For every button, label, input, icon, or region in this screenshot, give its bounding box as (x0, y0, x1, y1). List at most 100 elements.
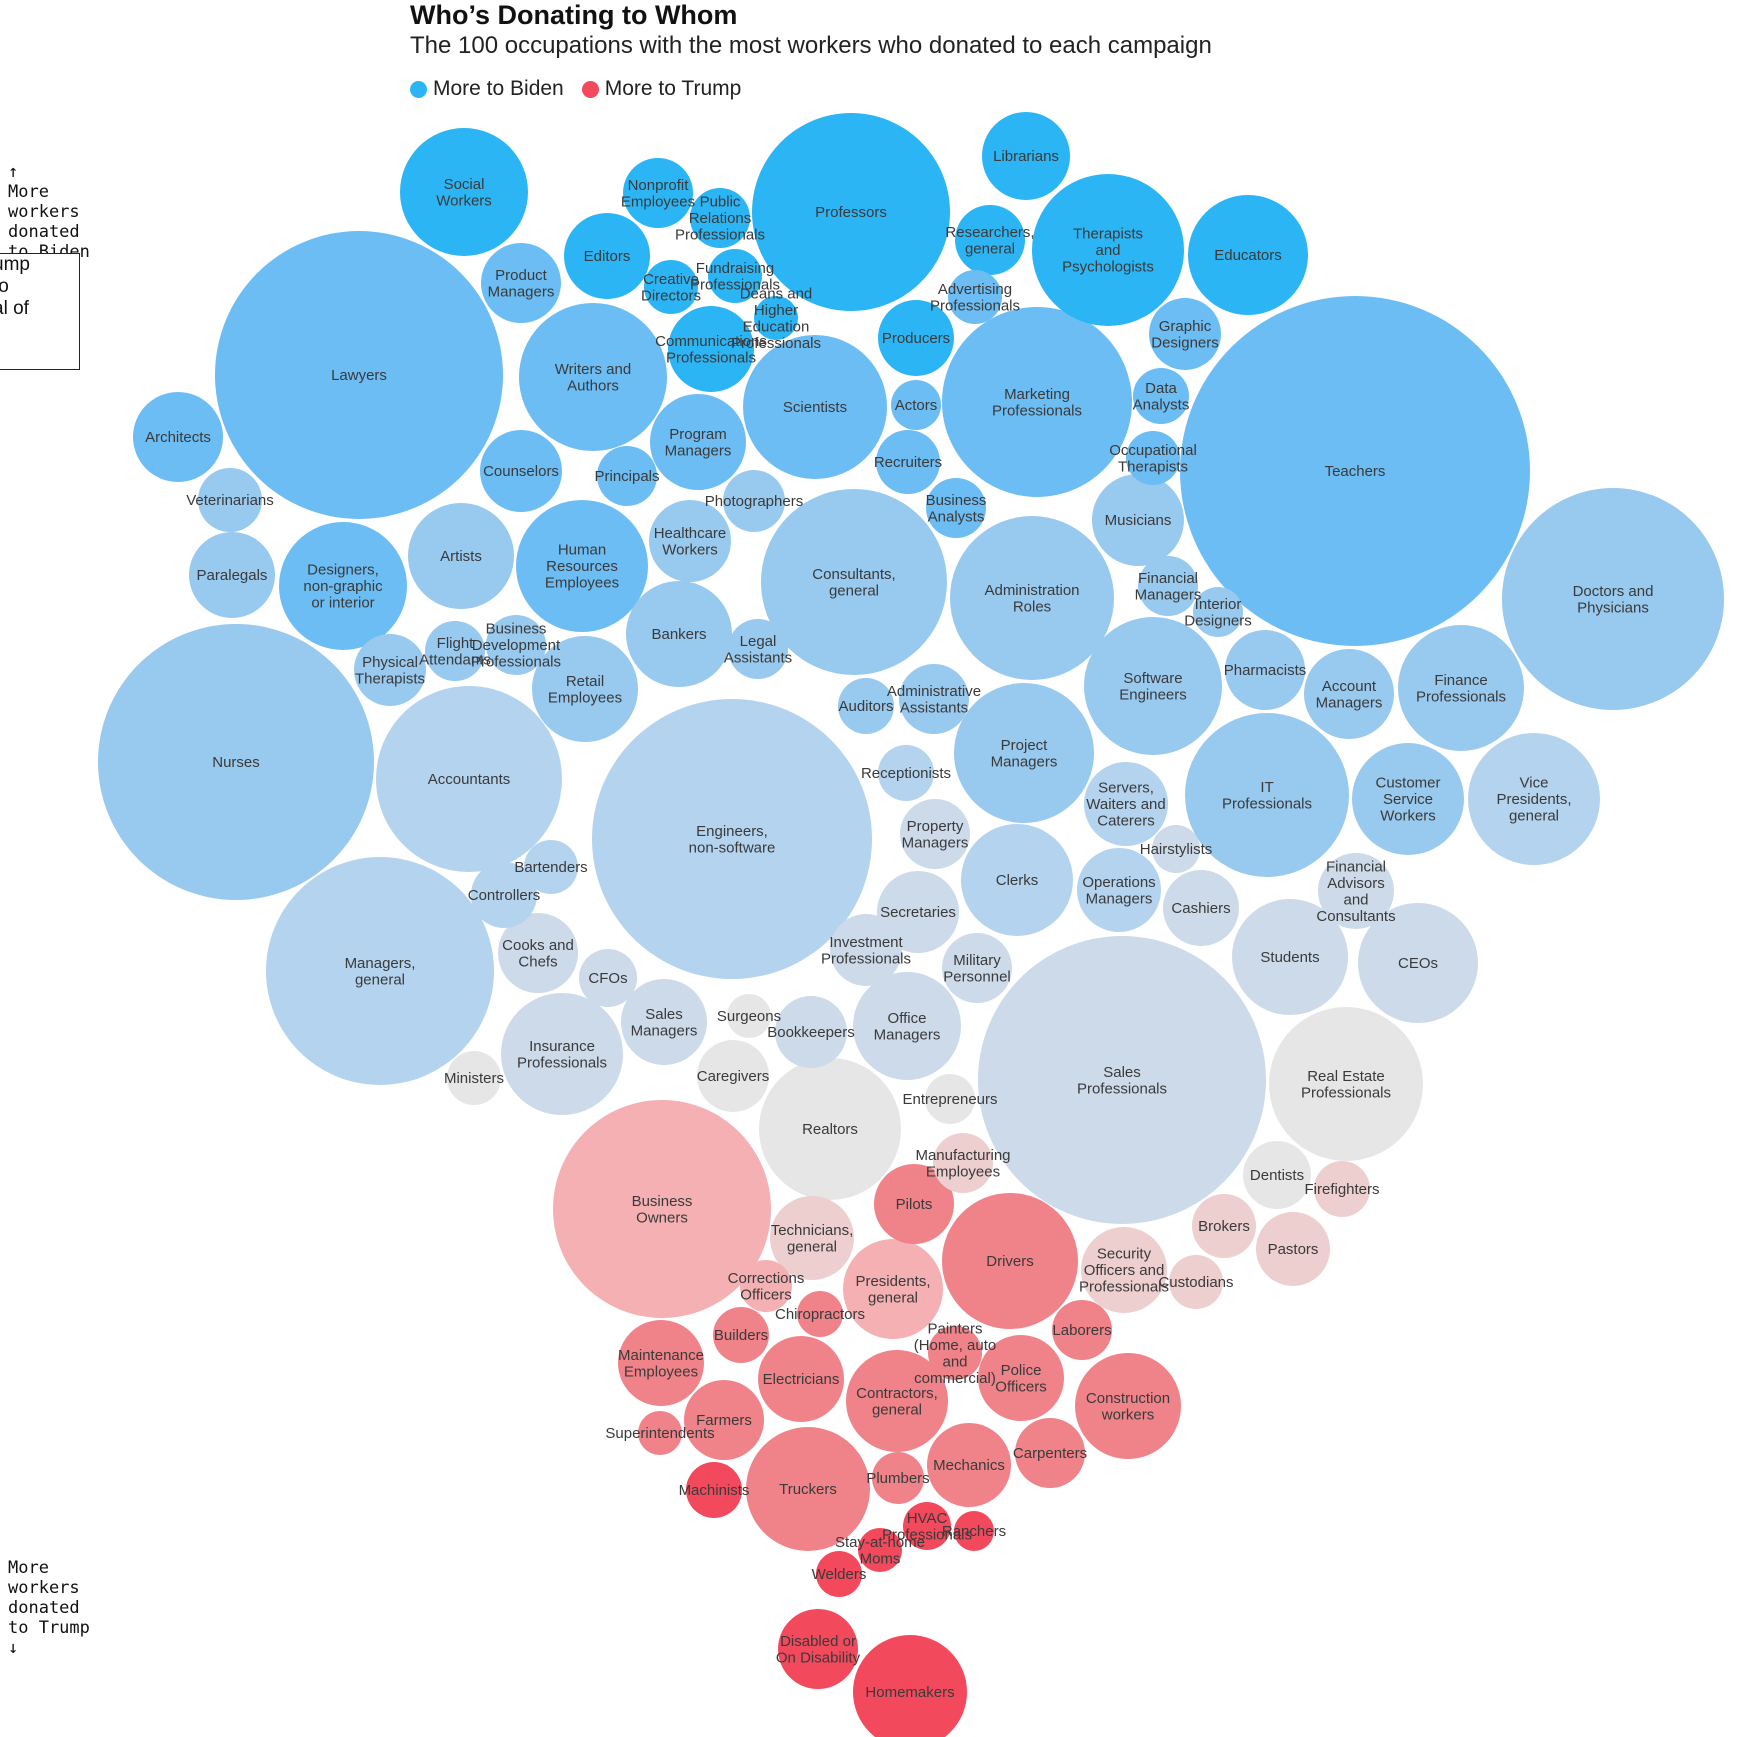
legend-item-biden[interactable]: More to Biden (410, 77, 564, 101)
bubble-students[interactable] (1232, 899, 1348, 1015)
bubble-teachers[interactable] (1180, 296, 1530, 646)
bubble-servers-waiters-and-caterers[interactable] (1084, 762, 1168, 846)
bubble-maintenance-employees[interactable] (618, 1320, 704, 1406)
bubble-business-development-professionals[interactable] (486, 615, 546, 675)
bubble-artists[interactable] (408, 503, 514, 609)
bubble-builders[interactable] (713, 1307, 769, 1363)
bubble-healthcare-workers[interactable] (649, 500, 731, 582)
bubble-managers-general[interactable] (266, 857, 494, 1085)
bubble-receptionists[interactable] (878, 745, 934, 801)
bubble-producers[interactable] (878, 300, 954, 376)
bubble-presidents-general[interactable] (843, 1239, 943, 1339)
bubble-researchers-general[interactable] (955, 205, 1025, 275)
bubble-editors[interactable] (564, 213, 650, 299)
bubble-corrections-officers[interactable] (740, 1260, 792, 1312)
bubble-firefighters[interactable] (1314, 1161, 1370, 1217)
bubble-graphic-designers[interactable] (1149, 298, 1221, 370)
bubble-fundraising-professionals[interactable] (708, 249, 762, 303)
bubble-sales-professionals[interactable] (978, 936, 1266, 1224)
bubble-cooks-and-chefs[interactable] (498, 913, 578, 993)
bubble-auditors[interactable] (838, 678, 894, 734)
bubble-bankers[interactable] (626, 581, 732, 687)
bubble-electricians[interactable] (758, 1336, 844, 1422)
bubble-occupational-therapists[interactable] (1126, 431, 1180, 485)
bubble-pharmacists[interactable] (1225, 630, 1305, 710)
bubble-creative-directors[interactable] (644, 260, 698, 314)
bubble-principals[interactable] (597, 446, 657, 506)
bubble-chiropractors[interactable] (797, 1291, 843, 1337)
bubble-farmers[interactable] (684, 1380, 764, 1460)
bubble-bartenders[interactable] (524, 840, 578, 894)
bubble-librarians[interactable] (982, 112, 1070, 200)
bubble-counselors[interactable] (480, 430, 562, 512)
bubble-program-managers[interactable] (650, 394, 746, 490)
bubble-marketing-professionals[interactable] (942, 307, 1132, 497)
bubble-business-analysts[interactable] (926, 478, 986, 538)
bubble-veterinarians[interactable] (198, 468, 262, 532)
bubble-entrepreneurs[interactable] (925, 1074, 975, 1124)
bubble-project-managers[interactable] (954, 683, 1094, 823)
bubble-hvac-professionals[interactable] (903, 1502, 951, 1550)
bubble-carpenters[interactable] (1015, 1418, 1085, 1488)
bubble-lawyers[interactable] (215, 231, 503, 519)
bubble-controllers[interactable] (471, 862, 537, 928)
bubble-hairstylists[interactable] (1152, 825, 1200, 873)
bubble-stay-at-home-moms[interactable] (858, 1528, 902, 1572)
bubble-manufacturing-employees[interactable] (933, 1133, 993, 1193)
bubble-sales-managers[interactable] (621, 979, 707, 1065)
bubble-police-officers[interactable] (978, 1335, 1064, 1421)
bubble-engineers-non-software[interactable] (592, 699, 872, 979)
bubble-finance-professionals[interactable] (1398, 625, 1524, 751)
bubble-physical-therapists[interactable] (354, 634, 426, 706)
bubble-software-engineers[interactable] (1084, 617, 1222, 755)
bubble-financial-managers[interactable] (1138, 556, 1198, 616)
bubble-mechanics[interactable] (927, 1423, 1011, 1507)
bubble-brokers[interactable] (1192, 1194, 1256, 1258)
bubble-financial-advisors-and-consultants[interactable] (1318, 853, 1394, 929)
bubble-contractors-general[interactable] (846, 1350, 948, 1452)
bubble-ministers[interactable] (447, 1051, 501, 1105)
bubble-cfos[interactable] (579, 949, 637, 1007)
bubble-vice-presidents-general[interactable] (1468, 733, 1600, 865)
bubble-clerks[interactable] (961, 824, 1073, 936)
bubble-drivers[interactable] (942, 1193, 1078, 1329)
bubble-investment-professionals[interactable] (830, 914, 902, 986)
bubble-pilots[interactable] (874, 1164, 954, 1244)
bubble-advertising-professionals[interactable] (948, 270, 1002, 324)
bubble-plumbers[interactable] (872, 1452, 924, 1504)
bubble-machinists[interactable] (686, 1462, 742, 1518)
bubble-realtors[interactable] (759, 1058, 901, 1200)
bubble-musicians[interactable] (1092, 474, 1184, 566)
bubble-scientists[interactable] (743, 335, 887, 479)
bubble-customer-service-workers[interactable] (1352, 743, 1464, 855)
bubble-data-analysts[interactable] (1133, 368, 1189, 424)
bubble-photographers[interactable] (723, 470, 785, 532)
bubble-paralegals[interactable] (189, 532, 275, 618)
bubble-public-relations-professionals[interactable] (690, 188, 750, 248)
bubble-custodians[interactable] (1169, 1255, 1223, 1309)
bubble-doctors-and-physicians[interactable] (1502, 488, 1724, 710)
bubble-bookkeepers[interactable] (775, 996, 847, 1068)
bubble-nonprofit-employees[interactable] (623, 158, 693, 228)
bubble-caregivers[interactable] (697, 1040, 769, 1112)
bubble-painters-home-auto-and-commercial[interactable] (928, 1326, 982, 1380)
bubble-cashiers[interactable] (1163, 870, 1239, 946)
bubble-nurses[interactable] (98, 624, 374, 900)
bubble-human-resources-employees[interactable] (516, 500, 648, 632)
bubble-accountants[interactable] (376, 686, 562, 872)
bubble-ranchers[interactable] (954, 1511, 994, 1551)
bubble-welders[interactable] (816, 1551, 862, 1597)
bubble-account-managers[interactable] (1304, 649, 1394, 739)
bubble-it-professionals[interactable] (1185, 713, 1349, 877)
bubble-construction-workers[interactable] (1075, 1353, 1181, 1459)
bubble-real-estate-professionals[interactable] (1269, 1007, 1423, 1161)
bubble-security-officers-and-professionals[interactable] (1081, 1227, 1167, 1313)
bubble-product-managers[interactable] (481, 243, 561, 323)
bubble-pastors[interactable] (1256, 1212, 1330, 1286)
bubble-business-owners[interactable] (553, 1100, 771, 1318)
bubble-insurance-professionals[interactable] (501, 993, 623, 1115)
bubble-technicians-general[interactable] (770, 1196, 854, 1280)
bubble-surgeons[interactable] (727, 994, 771, 1038)
legend-item-trump[interactable]: More to Trump (581, 77, 741, 101)
bubble-superintendents[interactable] (638, 1411, 682, 1455)
